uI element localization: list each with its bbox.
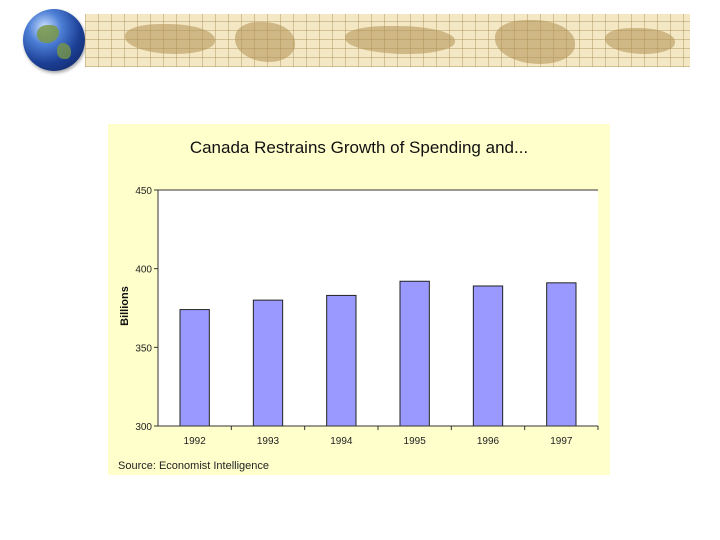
x-tick-label: 1993: [257, 436, 280, 447]
bar-chart: 300 350 400 450 1992 1993 1994 1995 1996 1997: [135, 186, 599, 447]
globe-logo: [23, 9, 85, 71]
chart-panel: Canada Restrains Growth of Spending and.…: [108, 124, 610, 475]
x-tick-label: 1992: [184, 436, 207, 447]
x-tick-label: 1994: [330, 436, 353, 447]
chart-title: Canada Restrains Growth of Spending and.…: [189, 138, 529, 157]
y-tick-label: 450: [135, 186, 152, 197]
y-tick-label: 300: [135, 422, 152, 433]
bar-1996: [472, 285, 504, 427]
source-note: Source: Economist Intelligence: [118, 460, 270, 472]
world-map-banner: [85, 14, 690, 67]
x-tick-label: 1997: [550, 436, 573, 447]
x-tick-label: 1995: [404, 436, 427, 447]
y-tick-label: 350: [135, 343, 152, 354]
bar-1997: [546, 282, 577, 427]
plot-background: [158, 190, 598, 426]
bar-1994: [326, 294, 357, 427]
bar-1992: [179, 309, 210, 427]
y-tick-label: 400: [135, 265, 152, 276]
bar-1995: [399, 280, 430, 427]
x-tick-label: 1996: [477, 436, 500, 447]
bar-1993: [252, 299, 284, 427]
